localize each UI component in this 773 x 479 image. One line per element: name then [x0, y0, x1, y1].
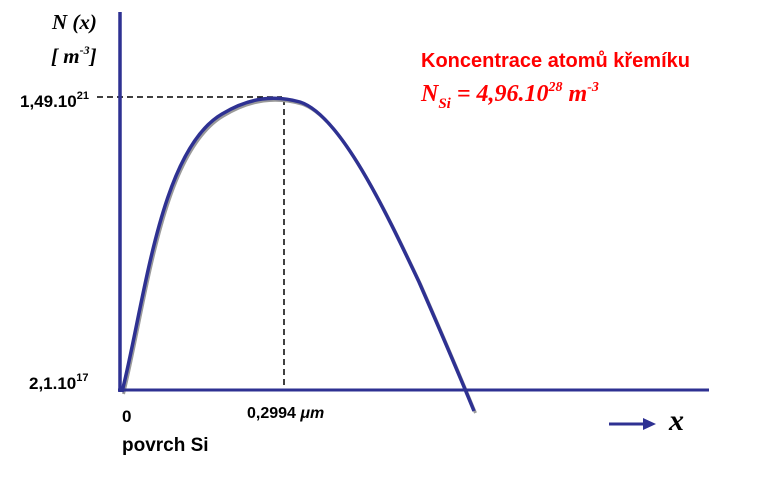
concentration-curve [120, 96, 476, 412]
y-tick-label-base: 2,1.1017 [29, 372, 89, 393]
x-tick-label-peak: 0,2994 μm [247, 405, 324, 422]
y-tick-label-peak: 1,49.1021 [20, 90, 89, 111]
x-direction-arrow-head [643, 418, 656, 430]
y-axis-unit: [ m-3] [51, 43, 97, 68]
annotation-formula: NSi = 4,96.1028 m-3 [420, 80, 599, 112]
y-axis-label: N (x) [51, 10, 97, 34]
concentration-curve-shadow [122, 98, 477, 414]
x-axis-label: x [668, 404, 684, 437]
x-tick-label-zero: 0 [122, 407, 131, 426]
surface-label: povrch Si [122, 435, 209, 456]
annotation-heading: Koncentrace atomů křemíku [421, 50, 690, 72]
